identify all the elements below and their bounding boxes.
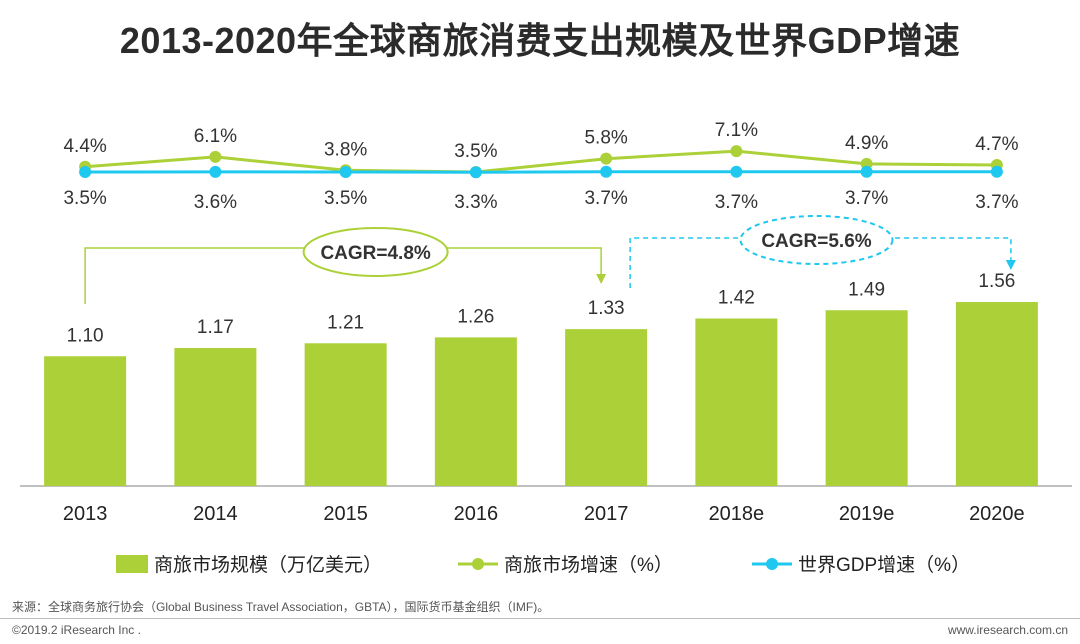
gdp-growth-point: [79, 166, 92, 178]
bar-value-label: 1.21: [327, 312, 364, 333]
bar-2019e: [825, 310, 908, 486]
gdp-growth-label: 3.7%: [845, 188, 888, 209]
x-tick-label: 2014: [193, 503, 238, 525]
cagr-ellipse-2017-2020: [739, 215, 894, 265]
bar-value-label: 1.56: [978, 271, 1015, 292]
gdp-growth-point: [730, 165, 743, 178]
market-growth-label: 4.4%: [63, 136, 106, 157]
gdp-growth-point: [990, 165, 1003, 178]
cagr-bracket-2017-2020: [629, 237, 1012, 288]
bar-2016: [434, 337, 517, 486]
bar-value-label: 1.10: [67, 325, 104, 346]
legend-marker-gdp-growth: [766, 558, 778, 570]
gdp-growth-point: [209, 165, 222, 178]
gdp-growth-point: [860, 165, 873, 178]
market-growth-label: 7.1%: [715, 120, 758, 141]
gdp-growth-label: 3.3%: [454, 192, 497, 213]
gdp-growth-label: 3.7%: [715, 192, 758, 213]
bar-value-label: 1.26: [457, 306, 494, 327]
gdp-growth-label: 3.6%: [194, 192, 237, 213]
market-growth-label: 4.7%: [975, 134, 1018, 155]
legend-label-market-size: 商旅市场规模（万亿美元）: [154, 554, 382, 576]
cagr-arrowhead: [1005, 260, 1016, 270]
market-growth-label: 5.8%: [584, 128, 627, 149]
market-growth-label: 3.8%: [324, 139, 367, 160]
website: www.iresearch.com.cn: [947, 623, 1068, 637]
gdp-growth-label: 3.5%: [324, 188, 367, 209]
source-note: 来源：全球商务旅行协会（Global Business Travel Assoc…: [12, 600, 550, 614]
gdp-growth-point: [469, 166, 482, 179]
bar-value-label: 1.42: [718, 288, 755, 309]
market-growth-point: [600, 152, 613, 165]
bar-2014: [174, 348, 257, 486]
gdp-growth-point: [600, 165, 613, 178]
market-growth-label: 4.9%: [845, 133, 888, 154]
gdp-growth-label: 3.7%: [975, 192, 1018, 213]
market-growth-point: [209, 150, 222, 163]
legend-marker-market-growth: [472, 558, 484, 570]
gdp-growth-label: 3.7%: [584, 188, 627, 209]
x-tick-label: 2016: [454, 503, 499, 525]
market-growth-point: [730, 145, 743, 158]
market-growth-label: 6.1%: [194, 126, 237, 147]
gdp-growth-label: 3.5%: [63, 188, 106, 209]
market-growth-label: 3.5%: [454, 141, 497, 162]
cagr-arrowhead: [596, 274, 607, 284]
x-tick-label: 2017: [584, 503, 629, 525]
legend-label-gdp-growth: 世界GDP增速（%）: [798, 554, 970, 576]
market-growth-line: [85, 149, 997, 174]
bar-2018e: [695, 318, 778, 486]
copyright: ©2019.2 iResearch Inc .: [12, 623, 141, 637]
x-tick-label: 2013: [63, 503, 108, 525]
legend-label-market-growth: 商旅市场增速（%）: [504, 554, 673, 576]
cagr-label-2013-2017: CAGR=4.8%: [320, 243, 430, 264]
cagr-ellipse-2013-2017: [302, 227, 449, 277]
x-tick-label: 2015: [323, 503, 368, 525]
bar-2020e: [955, 302, 1038, 486]
chart-title: 2013-2020年全球商旅消费支出规模及世界GDP增速: [119, 20, 961, 61]
gdp-growth-point: [339, 166, 352, 178]
bar-2013: [44, 356, 127, 486]
cagr-label-2017-2020: CAGR=5.6%: [761, 231, 871, 252]
bar-value-label: 1.49: [848, 279, 885, 300]
x-tick-label: 2020e: [969, 503, 1025, 525]
x-tick-label: 2019e: [839, 503, 895, 525]
bar-value-label: 1.33: [588, 298, 625, 319]
x-tick-label: 2018e: [709, 503, 765, 525]
bar-value-label: 1.17: [197, 317, 234, 338]
bar-2015: [304, 343, 387, 486]
bar-2017: [565, 329, 648, 486]
footer-divider: [0, 618, 1080, 619]
legend-swatch-market-size: [116, 555, 148, 573]
